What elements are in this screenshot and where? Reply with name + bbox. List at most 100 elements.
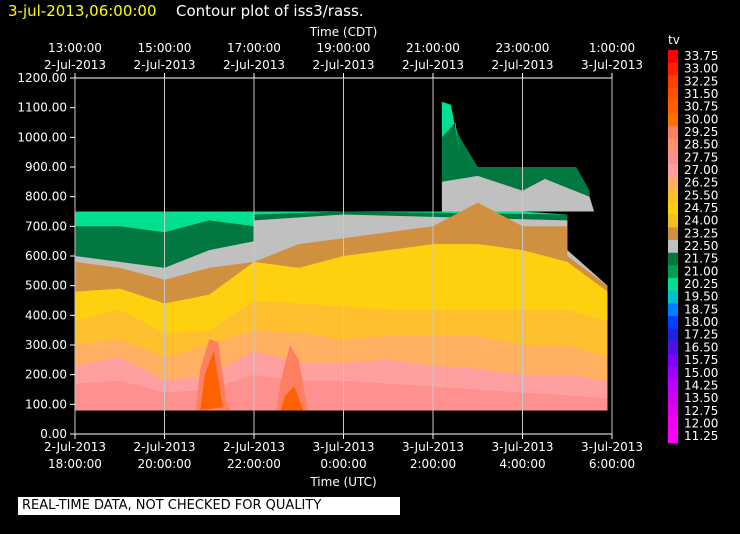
x-tick-label-bottom-time: 18:00:00 [48, 457, 102, 471]
contour-fills [75, 101, 608, 411]
contour-column-top [441, 101, 460, 153]
x-tick-label-top-date: 2-Jul-2013 [44, 58, 106, 72]
y-tick-label: 400.00 [25, 308, 67, 322]
colorbar-swatch [668, 151, 678, 165]
colorbar-level-label: 20.25 [684, 277, 718, 291]
colorbar-swatch [668, 240, 678, 254]
colorbar-swatch [668, 379, 678, 393]
axis-ticks: 0.00 100.00 200.00 300.00 400.00 500.00 600.00… [17, 25, 643, 489]
y-tick-label: 600.00 [25, 249, 67, 263]
colorbar-swatch [668, 252, 678, 266]
colorbar-level-label: 24.00 [684, 214, 718, 228]
colorbar-swatch [668, 164, 678, 178]
colorbar-level-label: 21.00 [684, 264, 718, 278]
y-tick-label: 500.00 [25, 279, 67, 293]
colorbar-swatch [668, 366, 678, 380]
x-tick-label-bottom-time: 22:00:00 [227, 457, 281, 471]
colorbar-swatch [668, 430, 678, 444]
x-tick-label-bottom-date: 2-Jul-2013 [134, 440, 196, 454]
colorbar-level-label: 22.50 [684, 239, 718, 253]
colorbar-level-label: 31.50 [684, 87, 718, 101]
colorbar-swatch [668, 227, 678, 241]
x-tick-label-top-time: 19:00:00 [317, 41, 371, 55]
colorbar-level-label: 12.00 [684, 416, 718, 430]
colorbar-level-label: 26.25 [684, 176, 718, 190]
x-tick-label-bottom-time: 0:00:00 [320, 457, 366, 471]
x-tick-label-top-time: 17:00:00 [227, 41, 281, 55]
colorbar-swatch [668, 404, 678, 418]
y-tick-label: 800.00 [25, 190, 67, 204]
colorbar-level-label: 13.50 [684, 391, 718, 405]
contour-peak-2 [276, 345, 308, 411]
colorbar-swatch [668, 62, 678, 76]
colorbar-swatch [668, 202, 678, 216]
colorbar-level-label: 23.25 [684, 226, 718, 240]
colorbar-swatch [668, 176, 678, 190]
y-tick-label: 100.00 [25, 397, 67, 411]
colorbar-swatch [668, 303, 678, 317]
y-tick-label: 0.00 [40, 427, 67, 441]
top-axis-label: Time (CDT) [309, 25, 378, 39]
colorbar-level-label: 33.75 [684, 49, 718, 63]
contour-core-1 [200, 350, 223, 411]
colorbar-level-label: 18.75 [684, 302, 718, 316]
colorbar-level-label: 25.50 [684, 188, 718, 202]
colorbar-swatch [668, 113, 678, 127]
colorbar-level-label: 27.75 [684, 150, 718, 164]
colorbar-swatch [668, 75, 678, 89]
colorbar-swatch [668, 138, 678, 152]
colorbar-level-label: 11.25 [684, 429, 718, 443]
x-tick-label-bottom-time: 20:00:00 [138, 457, 192, 471]
colorbar-swatch [668, 278, 678, 292]
x-tick-label-bottom-time: 4:00:00 [499, 457, 545, 471]
y-tick-label: 200.00 [25, 368, 67, 382]
colorbar-level-label: 24.75 [684, 201, 718, 215]
y-tick-label: 300.00 [25, 338, 67, 352]
colorbar-level-label: 21.75 [684, 252, 718, 266]
colorbar-level-label: 28.50 [684, 138, 718, 152]
x-tick-label-top-date: 2-Jul-2013 [134, 58, 196, 72]
colorbar-swatch [668, 189, 678, 203]
colorbar-level-label: 19.50 [684, 290, 718, 304]
x-tick-label-bottom-date: 2-Jul-2013 [223, 440, 285, 454]
y-tick-label: 1100.00 [17, 101, 67, 115]
colorbar-swatch [668, 290, 678, 304]
x-tick-label-bottom-time: 2:00:00 [410, 457, 456, 471]
x-tick-label-top-date: 2-Jul-2013 [223, 58, 285, 72]
x-tick-label-top-date: 3-Jul-2013 [581, 58, 643, 72]
chart-title: Contour plot of iss3/rass. [176, 2, 364, 20]
x-tick-label-top-time: 1:00:00 [589, 41, 635, 55]
x-tick-label-bottom-date: 2-Jul-2013 [44, 440, 106, 454]
colorbar-swatch [668, 214, 678, 228]
x-tick-label-top-time: 23:00:00 [496, 41, 550, 55]
colorbar-level-label: 30.75 [684, 100, 718, 114]
colorbar-level-label: 27.00 [684, 163, 718, 177]
colorbar-swatch [668, 341, 678, 355]
y-tick-label: 900.00 [25, 160, 67, 174]
colorbar-level-label: 15.75 [684, 353, 718, 367]
y-tick-label: 700.00 [25, 219, 67, 233]
colorbar-level-label: 32.25 [684, 74, 718, 88]
colorbar-swatch [668, 328, 678, 342]
x-tick-label-top-time: 21:00:00 [406, 41, 460, 55]
colorbar-swatch [668, 88, 678, 102]
colorbar-swatch [668, 417, 678, 431]
colorbar-swatch [668, 50, 678, 64]
colorbar-level-label: 30.00 [684, 112, 718, 126]
x-tick-label-bottom-date: 3-Jul-2013 [313, 440, 375, 454]
colorbar-swatch [668, 354, 678, 368]
x-tick-label-top-date: 2-Jul-2013 [402, 58, 464, 72]
colorbar-swatch [668, 100, 678, 114]
header-datetime: 3-jul-2013,06:00:00 [8, 2, 157, 20]
y-tick-label: 1000.00 [17, 130, 67, 144]
x-tick-label-bottom-time: 6:00:00 [589, 457, 635, 471]
colorbar-swatch [668, 392, 678, 406]
colorbar-level-label: 33.00 [684, 62, 718, 76]
x-tick-label-top-date: 2-Jul-2013 [313, 58, 375, 72]
contour-core-2 [280, 386, 304, 411]
bottom-axis-label: Time (UTC) [309, 475, 376, 489]
colorbar-level-label: 12.75 [684, 404, 718, 418]
colorbar-swatch [668, 265, 678, 279]
x-tick-label-top-date: 2-Jul-2013 [492, 58, 554, 72]
